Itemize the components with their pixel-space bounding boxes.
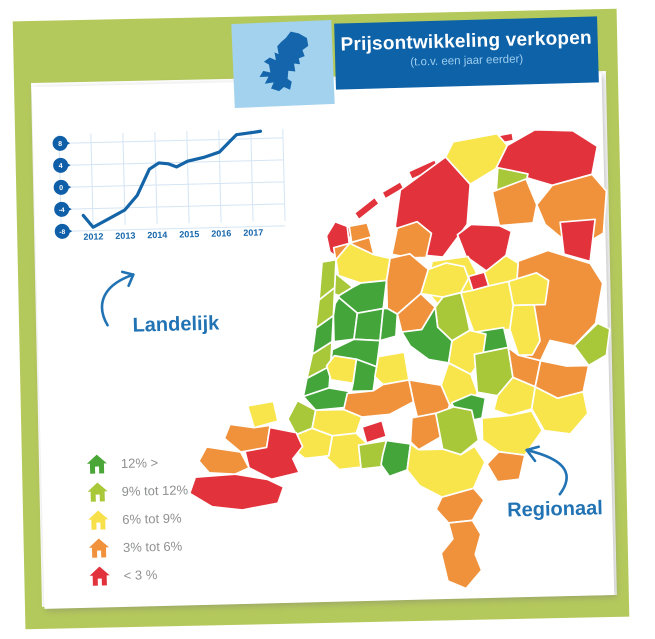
map-region <box>374 351 410 386</box>
x-axis-tick-label: 2014 <box>147 230 167 240</box>
svg-text:4: 4 <box>59 163 63 170</box>
legend-label: 3% tot 6% <box>122 538 183 555</box>
map-region <box>353 307 385 342</box>
map-region <box>530 385 589 435</box>
content-card: 8 4 0 -4 -8 2012 2013 2014 2015 2016 2017 Landelij… <box>31 73 615 609</box>
legend-item: 9% tot 12% <box>85 475 188 505</box>
svg-text:0: 0 <box>59 185 63 192</box>
map-region <box>246 400 279 429</box>
x-axis-tick-label: 2017 <box>243 227 263 237</box>
map-region <box>508 303 541 357</box>
map-legend: 12% > 9% tot 12% 6% tot 9% 3% tot 6% < 3 % <box>85 447 191 589</box>
map-region <box>486 450 526 483</box>
regional-label: Regionaal <box>506 497 604 522</box>
map-region <box>406 443 486 498</box>
map-region <box>380 439 412 478</box>
netherlands-region-map <box>188 128 611 590</box>
house-icon <box>88 510 109 530</box>
map-region <box>379 307 399 342</box>
map-region <box>409 412 442 451</box>
map-region <box>559 218 596 263</box>
house-icon <box>86 454 107 474</box>
house-icon <box>88 538 109 558</box>
y-axis-badge <box>54 223 70 239</box>
svg-text:-4: -4 <box>59 207 65 214</box>
national-trend-chart: 8 4 0 -4 -8 2012 2013 2014 2015 2016 2017 <box>52 128 286 242</box>
map-region <box>573 322 611 367</box>
house-icon <box>87 482 108 502</box>
legend-label: 12% > <box>120 454 159 471</box>
x-axis-tick-label: 2013 <box>115 231 135 241</box>
house-icon <box>89 566 110 586</box>
legend-item: 6% tot 9% <box>86 503 189 533</box>
map-region <box>491 178 538 227</box>
legend-item: 3% tot 6% <box>87 531 190 561</box>
legend-item: < 3 % <box>87 559 190 589</box>
y-axis-badge <box>53 157 69 173</box>
y-axis-badge <box>52 135 68 151</box>
map-region <box>335 242 391 284</box>
map-region <box>323 432 368 471</box>
legend-label: 6% tot 9% <box>122 510 182 527</box>
svg-text:-8: -8 <box>59 229 65 236</box>
map-region <box>348 222 373 244</box>
map-region <box>481 410 544 456</box>
y-axis-badge <box>53 179 69 195</box>
map-region <box>325 354 358 385</box>
map-region <box>440 519 483 590</box>
brand-tile <box>231 19 335 109</box>
trend-line <box>81 129 263 229</box>
map-region <box>354 197 380 220</box>
x-axis-tick-label: 2016 <box>211 228 231 238</box>
regionaal-arrow-icon <box>525 445 568 496</box>
legend-label: 9% tot 12% <box>121 481 189 499</box>
map-region <box>420 262 470 298</box>
y-axis-badge <box>54 201 70 217</box>
legend-item: 12% > <box>85 447 188 477</box>
svg-text:8: 8 <box>58 141 62 148</box>
netherlands-silhouette-icon <box>259 31 309 92</box>
legend-label: < 3 % <box>123 566 158 583</box>
landelijk-arrow-icon <box>100 270 135 327</box>
map-region <box>188 473 285 511</box>
map-region <box>361 419 388 444</box>
x-axis-tick-label: 2012 <box>83 231 103 241</box>
title-banner: Prijsontwikkeling verkopen (t.o.v. een j… <box>334 16 599 90</box>
x-axis-tick-label: 2015 <box>179 229 199 239</box>
map-region <box>223 423 271 453</box>
